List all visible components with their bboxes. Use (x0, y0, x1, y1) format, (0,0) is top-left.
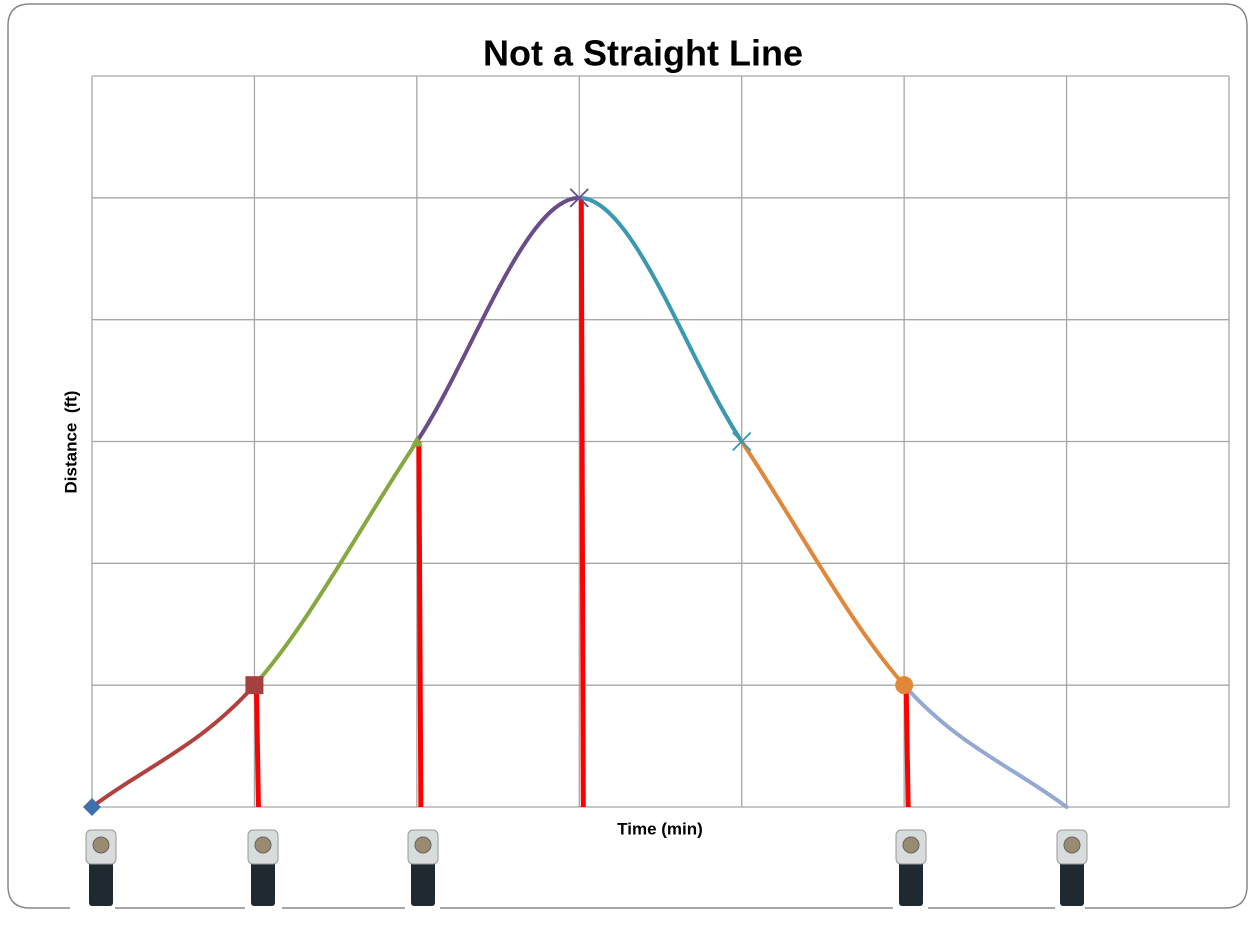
x-axis-label: Time (min) (617, 819, 703, 838)
marker (410, 435, 423, 447)
line-segment (739, 439, 907, 688)
line-segment (252, 439, 419, 688)
marker (732, 431, 752, 452)
line-segment (577, 195, 744, 444)
drop-line (903, 685, 911, 808)
marker (569, 188, 589, 208)
line-segment (90, 683, 257, 809)
chart-title: Not a Straight Line (483, 33, 803, 74)
marker (83, 798, 101, 816)
line-segment (902, 683, 1069, 809)
drop-line (416, 441, 424, 808)
slide-frame (7, 3, 1248, 909)
marker (245, 676, 264, 695)
drop-line (253, 685, 261, 808)
camera-icons (85, 829, 1088, 907)
drop-line (578, 197, 586, 808)
y-axis-label: Distance (ft) (61, 391, 80, 494)
line-segment (414, 195, 582, 444)
marker (895, 676, 914, 695)
